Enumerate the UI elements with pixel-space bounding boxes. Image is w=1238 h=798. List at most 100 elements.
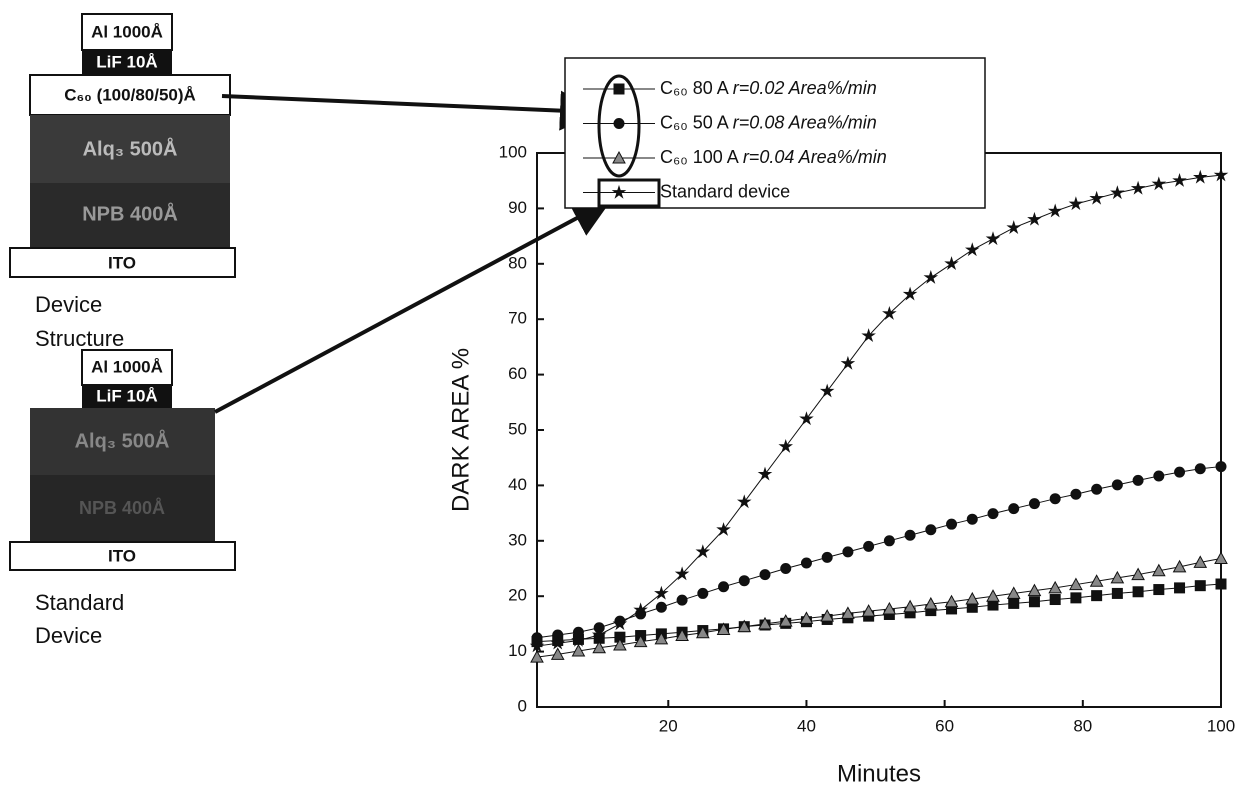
marker [1172, 173, 1187, 187]
y-tick-label: 30 [508, 530, 527, 549]
legend-box [564, 57, 986, 209]
marker [799, 411, 814, 426]
marker [986, 589, 1000, 602]
marker [1027, 211, 1042, 226]
x-tick-label: 20 [659, 716, 678, 735]
legend-marker [611, 184, 627, 199]
marker [1068, 196, 1084, 211]
marker [1111, 587, 1123, 599]
y-tick-label: 60 [508, 364, 527, 383]
marker [1027, 583, 1042, 597]
layer-label: NPB 400Å [79, 498, 165, 518]
marker [1006, 220, 1022, 234]
marker [1132, 474, 1144, 486]
marker [1008, 503, 1020, 515]
y-tick-label: 0 [518, 696, 527, 715]
marker [1151, 176, 1167, 191]
marker [1215, 578, 1227, 590]
marker [1089, 190, 1104, 205]
marker [821, 551, 833, 563]
marker [883, 535, 895, 547]
marker [1110, 185, 1125, 200]
layer-label: LiF 10Å [96, 386, 157, 405]
marker [964, 242, 980, 257]
marker [633, 602, 648, 617]
arrow [214, 199, 613, 414]
series-line [536, 558, 1222, 658]
marker [1070, 592, 1082, 604]
marker [923, 269, 939, 284]
caption: Structure [35, 326, 124, 351]
layer-label: NPB 400Å [82, 201, 178, 225]
marker [1006, 586, 1021, 599]
marker [778, 614, 793, 627]
standard-structure: Al 1000Å LiF 10Å Alq₃ 500Å NPB 400Å ITO … [9, 349, 236, 648]
layer-label: Al 1000Å [91, 22, 163, 41]
marker [1091, 483, 1103, 495]
marker [654, 631, 669, 645]
marker [965, 591, 980, 605]
marker [1047, 203, 1063, 218]
marker [1174, 466, 1186, 478]
layer-label: Al 1000Å [91, 357, 163, 376]
marker [1110, 570, 1125, 584]
marker [1130, 180, 1146, 195]
y-tick-label: 10 [508, 641, 527, 660]
legend-label: C₆₀ 100 A r=0.04 Area%/min [660, 147, 887, 167]
highlight-ellipse [597, 74, 641, 178]
legend-name: C₆₀ 100 A [660, 147, 739, 167]
marker [1213, 167, 1229, 182]
layer-label: ITO [108, 546, 136, 565]
layer [82, 50, 172, 74]
highlight-box [597, 178, 661, 208]
layer [30, 115, 230, 183]
marker [863, 540, 875, 552]
marker [1008, 597, 1020, 609]
marker [882, 306, 897, 320]
layer [9, 541, 236, 571]
marker [800, 557, 812, 569]
marker [780, 563, 792, 574]
marker [695, 544, 711, 559]
series-line [536, 174, 1222, 647]
marker [1153, 584, 1165, 596]
legend-label: Standard device [660, 181, 790, 201]
layer [9, 247, 236, 278]
marker [902, 286, 918, 301]
y-tick-label: 80 [508, 253, 527, 272]
marker [1194, 463, 1206, 475]
legend-marker [612, 150, 626, 164]
layer [82, 385, 172, 408]
legend-marker [613, 118, 625, 129]
marker [716, 622, 731, 635]
series-line [536, 466, 1222, 639]
layer [30, 475, 215, 542]
marker [697, 587, 709, 599]
marker [1048, 580, 1063, 594]
marker [676, 594, 688, 606]
marker [944, 256, 959, 270]
x-axis-label: Minutes [837, 760, 921, 787]
marker [736, 494, 752, 509]
marker [695, 625, 710, 639]
y-tick-label: 90 [508, 198, 527, 217]
marker [987, 508, 999, 520]
marker [613, 637, 627, 651]
marker [923, 596, 938, 610]
arrow [221, 90, 600, 131]
marker [819, 383, 835, 398]
marker [1151, 563, 1166, 577]
marker [529, 638, 545, 653]
marker [759, 569, 771, 581]
marker [840, 355, 856, 370]
marker [571, 632, 586, 647]
series-line [536, 583, 1222, 643]
marker [1049, 594, 1061, 606]
marker [757, 466, 773, 481]
marker [946, 518, 958, 530]
marker [904, 529, 916, 541]
legend-note: r=0.02 Area%/min [733, 78, 877, 98]
legend-name: C₆₀ 80 A [660, 78, 729, 98]
